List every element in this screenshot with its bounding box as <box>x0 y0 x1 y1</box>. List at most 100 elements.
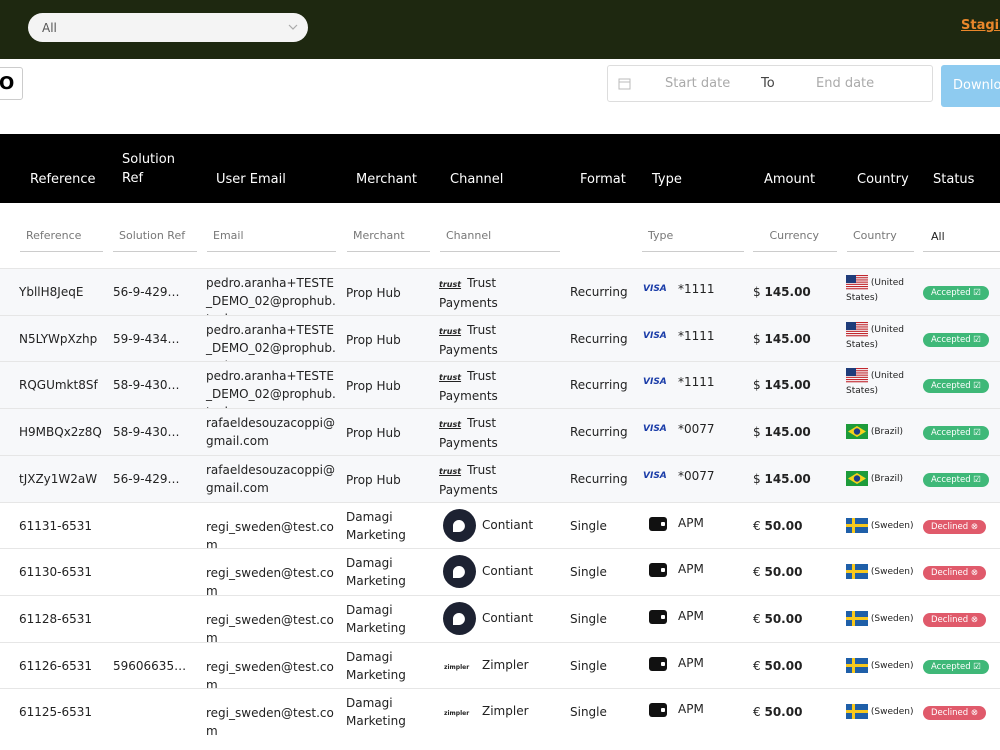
us-flag-icon <box>846 368 868 383</box>
reference-cell[interactable]: 61130-6531 <box>19 565 93 580</box>
sweden-flag-icon <box>846 657 868 673</box>
trust-payments-logo: trust <box>439 373 462 383</box>
header-merchant: Merchant <box>356 172 417 187</box>
amount-value: 145.00 <box>764 425 811 440</box>
reference-cell[interactable]: tJXZy1W2aW <box>19 471 98 486</box>
table-row[interactable]: YbllH8JeqE 56-9-429… pedro.aranha+TESTE_DE… <box>0 268 1000 326</box>
status-badge: Accepted ☑ <box>923 286 989 300</box>
filter-select[interactable]: All <box>28 13 308 42</box>
table-row[interactable]: RQGUmkt8Sf 58-9-430… pedro.aranha+TESTE_DE… <box>0 361 1000 419</box>
reference-cell[interactable]: RQGUmkt8Sf <box>19 378 98 393</box>
email-cell: regi_sweden@test.com <box>206 566 334 599</box>
staging-link[interactable]: Staging <box>961 18 1000 33</box>
solution-ref-cell: 58-9-430… <box>113 378 180 393</box>
merchant-cell: Damagi Marketing <box>346 556 406 589</box>
wallet-icon <box>649 563 667 578</box>
currency-symbol: € <box>753 705 761 720</box>
reference-cell[interactable]: YbllH8JeqE <box>19 285 84 299</box>
reference-cell[interactable]: 61131-6531 <box>19 518 93 533</box>
back-button[interactable]: O <box>0 67 23 100</box>
currency-symbol: $ <box>753 471 761 486</box>
contiant-logo-icon <box>443 601 476 635</box>
format-cell: Single <box>570 611 607 626</box>
sweden-flag-icon <box>846 610 868 626</box>
format-cell: Recurring <box>570 378 628 393</box>
filter-country-input[interactable]: Country <box>847 227 914 252</box>
filter-currency-input[interactable]: Currency <box>753 227 837 252</box>
table-row[interactable]: 61131-6531 regi_sweden@test.com Damagi Mar… <box>0 501 1000 552</box>
email-cell: rafaeldesouzacoppi@gmail.com <box>206 416 335 449</box>
card-number: *1111 <box>678 328 715 343</box>
filter-merchant-input[interactable]: Merchant <box>347 227 430 252</box>
table-row[interactable]: N5LYWpXzhp 59-9-434… pedro.aranha+TESTE_DE… <box>0 314 1000 373</box>
trust-payments-logo: trust <box>439 466 462 476</box>
country-name: (United States) <box>846 324 904 350</box>
visa-icon: VISA <box>643 424 667 435</box>
solution-ref-cell: 56-9-429… <box>113 285 180 299</box>
filter-email-input[interactable]: Email <box>207 227 336 252</box>
amount-cell: $ 145.00 <box>753 472 811 486</box>
table-row[interactable]: H9MBQx2z8Q 58-9-430… rafaeldesouzacoppi@gm… <box>0 408 1000 456</box>
payment-type: APM <box>678 702 704 717</box>
amount-cell: € 50.00 <box>753 612 802 626</box>
table-row[interactable]: tJXZy1W2aW 56-9-429… rafaeldesouzacoppi@gm… <box>0 454 1000 502</box>
amount-value: 145.00 <box>764 285 811 299</box>
country-name: (United States) <box>846 371 904 397</box>
table-row[interactable]: 61130-6531 regi_sweden@test.com Damagi Mar… <box>0 548 1000 598</box>
email-cell: regi_sweden@test.com <box>206 706 334 739</box>
country-name: (Sweden) <box>870 520 914 531</box>
status-badge: Declined ⊗ <box>923 566 987 581</box>
header-type: Type <box>652 172 682 187</box>
start-date-input[interactable]: Start date <box>665 76 731 91</box>
filter-solution-ref-input[interactable]: Solution Ref <box>113 227 197 252</box>
filter-reference-input[interactable]: Reference <box>20 227 103 252</box>
zimpler-logo: zimpler <box>444 663 470 671</box>
zimpler-logo: zimpler <box>444 710 470 718</box>
header-country: Country <box>857 172 909 187</box>
format-cell: Recurring <box>570 331 628 346</box>
brazil-flag-icon <box>846 424 868 440</box>
country-name: (Brazil) <box>870 473 904 484</box>
country-cell: (Sweden) <box>846 517 916 534</box>
status-badge: Declined ⊗ <box>923 706 987 721</box>
channel-label: Trust Payments <box>439 322 498 357</box>
format-cell: Recurring <box>570 471 628 486</box>
trust-payments-logo: trust <box>439 420 462 430</box>
country-name: (Sweden) <box>870 660 914 671</box>
top-bar: All Staging <box>0 0 1000 59</box>
header-user-email: User Email <box>216 172 286 187</box>
channel-cell: trust Trust Payments <box>439 274 549 312</box>
country-cell: (Sweden) <box>846 610 916 627</box>
reference-cell[interactable]: H9MBQx2z8Q <box>19 425 102 440</box>
amount-value: 50.00 <box>764 565 803 580</box>
reference-cell[interactable]: 61126-6531 <box>19 658 93 673</box>
status-badge: Accepted ☑ <box>923 659 989 674</box>
header-amount: Amount <box>764 172 816 187</box>
amount-cell: € 50.00 <box>753 519 802 533</box>
channel-cell: trust Trust Payments <box>439 461 549 499</box>
trust-payments-logo: trust <box>439 326 462 336</box>
reference-cell[interactable]: N5LYWpXzhp <box>19 331 98 346</box>
amount-cell: € 50.00 <box>753 659 802 673</box>
reference-cell[interactable]: 61128-6531 <box>19 611 93 626</box>
filter-type-input[interactable]: Type <box>642 227 744 252</box>
currency-symbol: $ <box>753 425 761 440</box>
table-row[interactable]: 61128-6531 regi_sweden@test.com Damagi Mar… <box>0 594 1000 645</box>
date-range-picker[interactable]: Start date To End date <box>607 65 933 102</box>
channel-label: Contiant <box>482 517 534 532</box>
currency-symbol: € <box>753 658 761 673</box>
table-row[interactable]: 61125-6531 regi_sweden@test.com Damagi Mar… <box>0 688 1000 738</box>
merchant-cell: Prop Hub <box>346 426 401 441</box>
status-badge: Accepted ☑ <box>923 426 989 441</box>
end-date-input[interactable]: End date <box>816 76 875 91</box>
visa-icon: VISA <box>643 377 667 388</box>
merchant-cell: Prop Hub <box>346 286 401 300</box>
table-row[interactable]: 61126-6531 59606635… regi_sweden@test.com D… <box>0 641 1000 692</box>
download-button[interactable]: Download <box>941 65 1000 107</box>
reference-cell[interactable]: 61125-6531 <box>19 705 93 720</box>
card-number: *1111 <box>678 375 715 390</box>
format-cell: Recurring <box>570 425 628 440</box>
filter-channel-input[interactable]: Channel <box>440 227 560 252</box>
filter-status-select[interactable]: All <box>923 227 1000 252</box>
card-number: *0077 <box>678 422 715 437</box>
